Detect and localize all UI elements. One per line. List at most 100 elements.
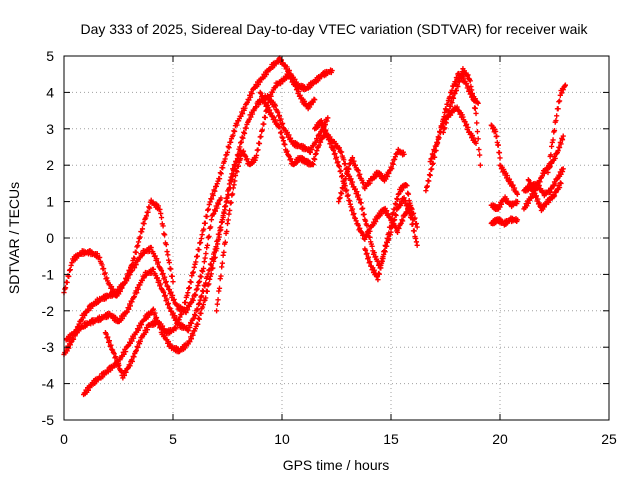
data-point [232,128,238,134]
data-point [556,144,563,151]
data-point [442,125,448,131]
data-point [473,140,479,146]
data-point [297,92,303,98]
data-point [228,179,234,185]
data-point [222,156,228,162]
data-point [392,156,398,162]
data-point [217,276,223,282]
data-point [238,139,244,145]
data-point [367,259,373,265]
data-point [472,105,478,111]
data-point [280,138,287,144]
data-point [539,173,545,179]
data-point [385,211,391,217]
series-track [312,117,416,269]
series-track [488,122,503,161]
y-tick-label: 3 [46,121,54,137]
y-axis-tick-labels: -5 -4 -3 -2 -1 0 1 2 3 4 5 [42,48,55,428]
data-point [352,162,358,168]
data-point [381,248,388,254]
data-point [205,282,211,288]
data-point [121,313,127,319]
data-point [262,114,268,121]
data-point [240,148,247,154]
data-point [556,99,562,105]
data-point [475,136,481,142]
data-point [338,168,344,174]
data-point [329,67,335,74]
data-point [369,243,375,249]
data-point [261,96,267,102]
data-point [381,251,387,258]
data-point [135,239,142,245]
data-point [474,99,481,105]
data-point [216,285,223,291]
data-point [316,142,322,148]
series-track [102,55,335,381]
data-point [347,201,353,207]
data-point [404,201,410,207]
data-point [217,170,223,176]
data-point [558,171,564,177]
data-point [411,228,417,234]
data-point [170,292,176,299]
data-point [218,195,224,201]
data-point [510,182,516,188]
data-point [203,295,209,301]
data-point [453,87,459,93]
data-point [217,227,223,234]
data-point [287,135,294,141]
data-point [218,171,224,177]
data-point [394,196,401,203]
data-point [424,183,430,189]
data-point [460,114,466,120]
data-point [310,161,316,168]
data-point [550,137,556,143]
data-point [186,285,193,291]
data-point [131,294,137,300]
data-point [202,283,208,289]
data-point [307,149,313,156]
data-point [325,115,331,121]
data-point [471,98,477,104]
data-point [214,245,220,252]
data-point [280,135,286,141]
data-point [336,199,342,205]
data-point [386,236,392,242]
data-point [553,118,559,124]
data-point [159,323,166,329]
data-point [333,140,339,147]
y-tick-label: 0 [46,230,54,246]
data-point [476,146,482,153]
series-track [525,177,564,214]
series-track [362,195,420,283]
data-point [207,276,213,282]
data-point [443,120,449,126]
data-point [493,128,499,135]
data-point [339,172,345,179]
data-point [243,125,249,131]
data-point [200,265,207,271]
data-point [187,324,193,330]
data-point [354,167,361,173]
data-point [192,313,198,319]
data-point [533,193,539,199]
data-point [218,273,224,279]
data-point [463,80,470,87]
data-point [157,281,164,287]
data-point [365,254,372,260]
data-point [123,369,129,375]
data-point [135,242,141,249]
data-point [367,180,373,186]
y-tick-label: -3 [42,339,55,355]
data-point [405,205,412,212]
data-point [335,159,341,165]
data-point [309,146,315,153]
data-point [455,78,462,84]
data-point [497,204,503,210]
y-tick-label: -5 [42,412,55,428]
data-point [275,109,281,115]
data-point [268,110,274,116]
data-point [121,351,127,357]
data-point [130,294,137,300]
